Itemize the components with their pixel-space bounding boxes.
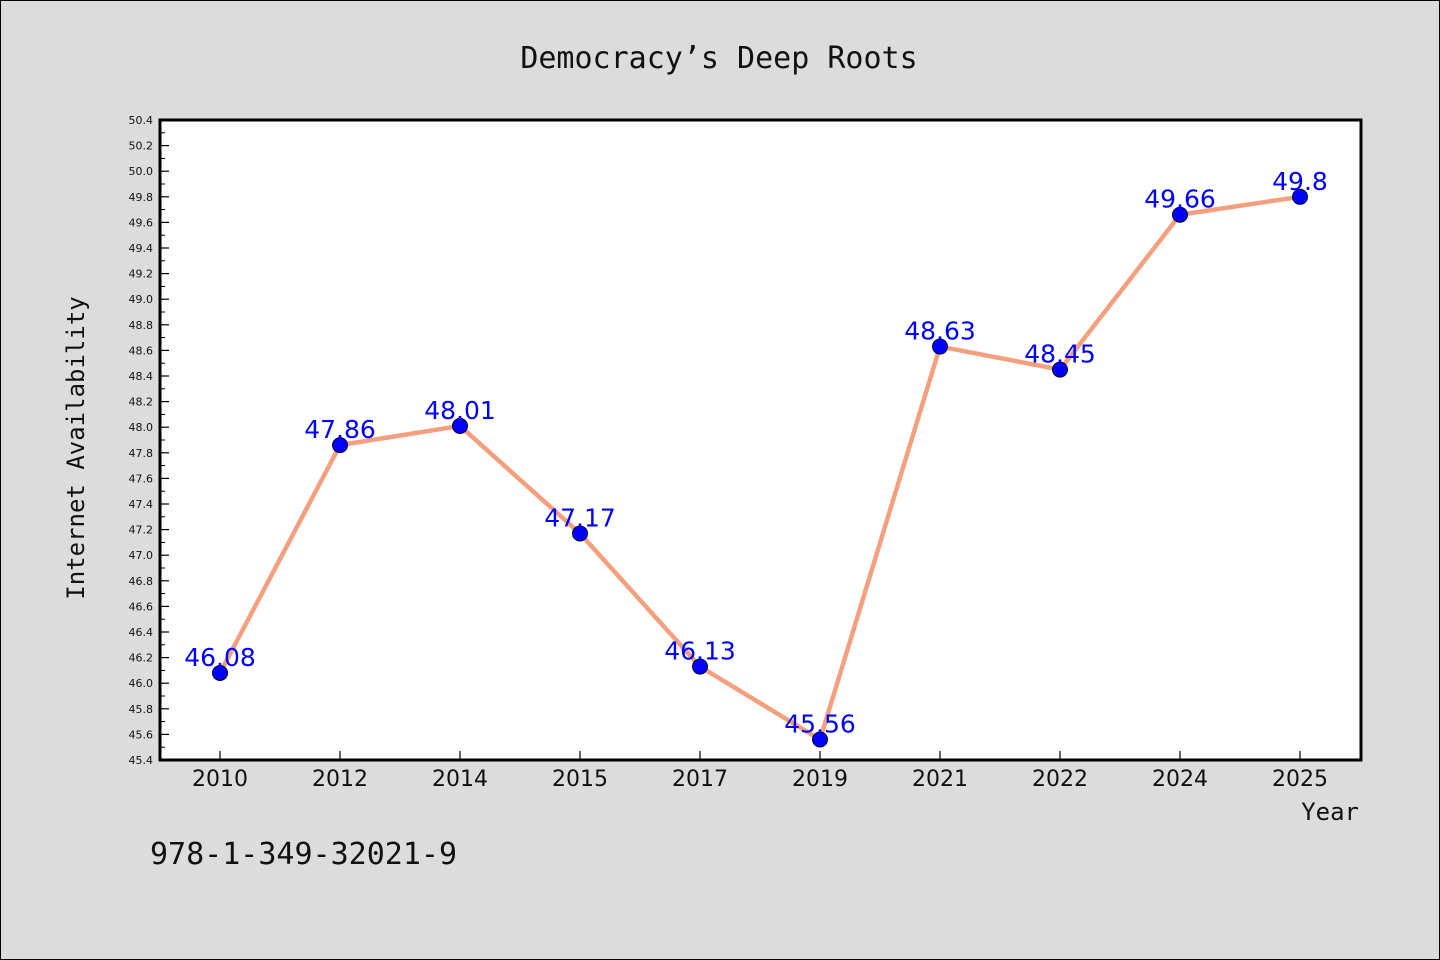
y-tick-label: 49.8 — [129, 191, 154, 204]
data-point — [812, 731, 828, 748]
series-line — [217, 194, 1303, 742]
y-tick-label: 50.4 — [129, 114, 154, 127]
y-tick-label: 46.4 — [129, 626, 154, 639]
data-label: 48.01 — [424, 396, 496, 425]
y-tick-label: 47.6 — [129, 472, 154, 485]
y-tick-label: 46.6 — [129, 600, 154, 613]
y-tick-label: 49.4 — [129, 242, 154, 255]
x-tick-label: 2014 — [432, 767, 488, 792]
y-tick-label: 47.2 — [129, 524, 154, 537]
y-tick-label: 47.4 — [129, 498, 154, 511]
y-tick-label: 45.4 — [129, 754, 154, 767]
data-point — [572, 525, 588, 542]
chart-title: Democracy’s Deep Roots — [520, 41, 917, 76]
y-tick-label: 50.0 — [129, 165, 154, 178]
data-point — [1052, 361, 1068, 378]
x-axis: 2010 2012 2014 2015 2017 2019 2021 2022 2024 2025 — [192, 751, 1328, 792]
y-tick-label: 47.8 — [129, 447, 154, 460]
series-layer: 46.08 47.86 48.01 47.17 46.13 45.56 48.63 48.45… — [184, 167, 1328, 748]
y-tick-label: 49.6 — [129, 216, 154, 229]
data-label: 46.13 — [664, 637, 736, 666]
x-tick-label: 2024 — [1152, 767, 1208, 792]
x-tick-label: 2010 — [192, 767, 248, 792]
x-tick-label: 2015 — [552, 767, 608, 792]
y-tick-label: 49.2 — [129, 268, 154, 281]
data-point — [692, 658, 708, 675]
y-tick-label: 48.8 — [129, 319, 154, 332]
y-tick-label: 48.0 — [129, 421, 154, 434]
data-point — [932, 338, 948, 355]
y-tick-label: 48.6 — [129, 344, 154, 357]
y-tick-label: 49.0 — [129, 293, 154, 306]
data-label: 49.8 — [1272, 167, 1328, 196]
data-label: 46.08 — [184, 643, 256, 672]
y-tick-label: 45.8 — [129, 703, 154, 716]
data-label: 49.66 — [1144, 185, 1216, 214]
y-tick-label: 46.0 — [129, 677, 154, 690]
y-tick-label: 47.0 — [129, 549, 154, 562]
data-point — [452, 417, 468, 434]
data-point — [212, 664, 228, 681]
data-label: 47.86 — [304, 415, 376, 444]
y-axis: 45.4 45.6 45.8 46.0 46.2 46.4 46.6 46.8 47.0 47.2… — [129, 114, 169, 767]
x-tick-label: 2025 — [1272, 767, 1328, 792]
y-tick-label: 48.2 — [129, 396, 154, 409]
data-label: 47.17 — [544, 503, 616, 532]
data-point — [1292, 188, 1308, 205]
y-tick-label: 48.4 — [129, 370, 154, 383]
x-tick-label: 2017 — [672, 767, 728, 792]
y-axis-label: Internet Availability — [62, 296, 90, 599]
data-label: 48.63 — [904, 317, 976, 346]
data-label: 45.56 — [784, 710, 856, 739]
isbn-footer: 978-1-349-32021-9 — [150, 837, 457, 872]
x-tick-label: 2019 — [792, 767, 848, 792]
y-tick-label: 45.6 — [129, 728, 154, 741]
data-label: 48.45 — [1024, 340, 1096, 369]
x-axis-label: Year — [1301, 798, 1359, 826]
y-tick-label: 50.2 — [129, 140, 154, 153]
y-tick-label: 46.2 — [129, 652, 154, 665]
y-tick-label: 46.8 — [129, 575, 154, 588]
data-point — [332, 437, 348, 454]
x-tick-label: 2022 — [1032, 767, 1088, 792]
data-point — [1172, 206, 1188, 223]
x-tick-label: 2012 — [312, 767, 368, 792]
x-tick-label: 2021 — [912, 767, 968, 792]
